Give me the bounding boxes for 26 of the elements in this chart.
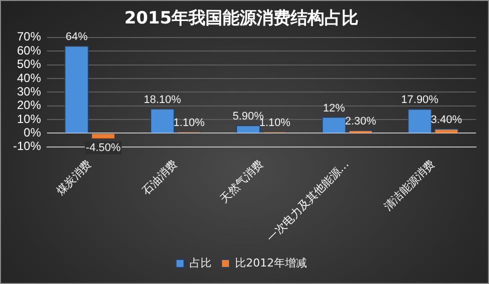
data-label: 1.10% (259, 117, 291, 130)
y-tick-label: 60% (16, 43, 42, 58)
data-label: 17.90% (401, 94, 439, 106)
chart-title: 2015年我国能源消费结构占比 (124, 8, 359, 29)
y-tick-label: 50% (16, 57, 42, 72)
x-tick-label: 石油消费 (140, 158, 180, 198)
data-label: 3.40% (430, 114, 462, 126)
x-tick-label: 煤炭消费 (54, 158, 94, 198)
y-tick-label: 20% (16, 98, 42, 112)
y-tick-label: 0% (24, 126, 42, 140)
y-tick-label: -10% (13, 139, 42, 154)
data-label: 2.30% (345, 116, 376, 128)
x-tick-label: 清洁能源消费 (381, 158, 438, 214)
x-tick-label: 天然气消费 (218, 158, 266, 206)
legend-label: 比2012年增减 (235, 256, 308, 270)
data-label: 1.10% (173, 117, 205, 130)
data-label: 18.10% (144, 94, 182, 106)
legend-label: 占比 (190, 256, 212, 270)
data-label: 12% (322, 102, 346, 114)
x-tick-label: 一次电力及其他能源… (264, 158, 352, 244)
y-tick-label: 10% (16, 112, 42, 126)
y-tick-label: 70% (16, 30, 42, 44)
data-label: 64% (66, 31, 88, 44)
data-label: -4.50% (86, 142, 121, 154)
y-tick-label: 30% (16, 84, 42, 98)
y-tick-label: 40% (16, 70, 42, 85)
